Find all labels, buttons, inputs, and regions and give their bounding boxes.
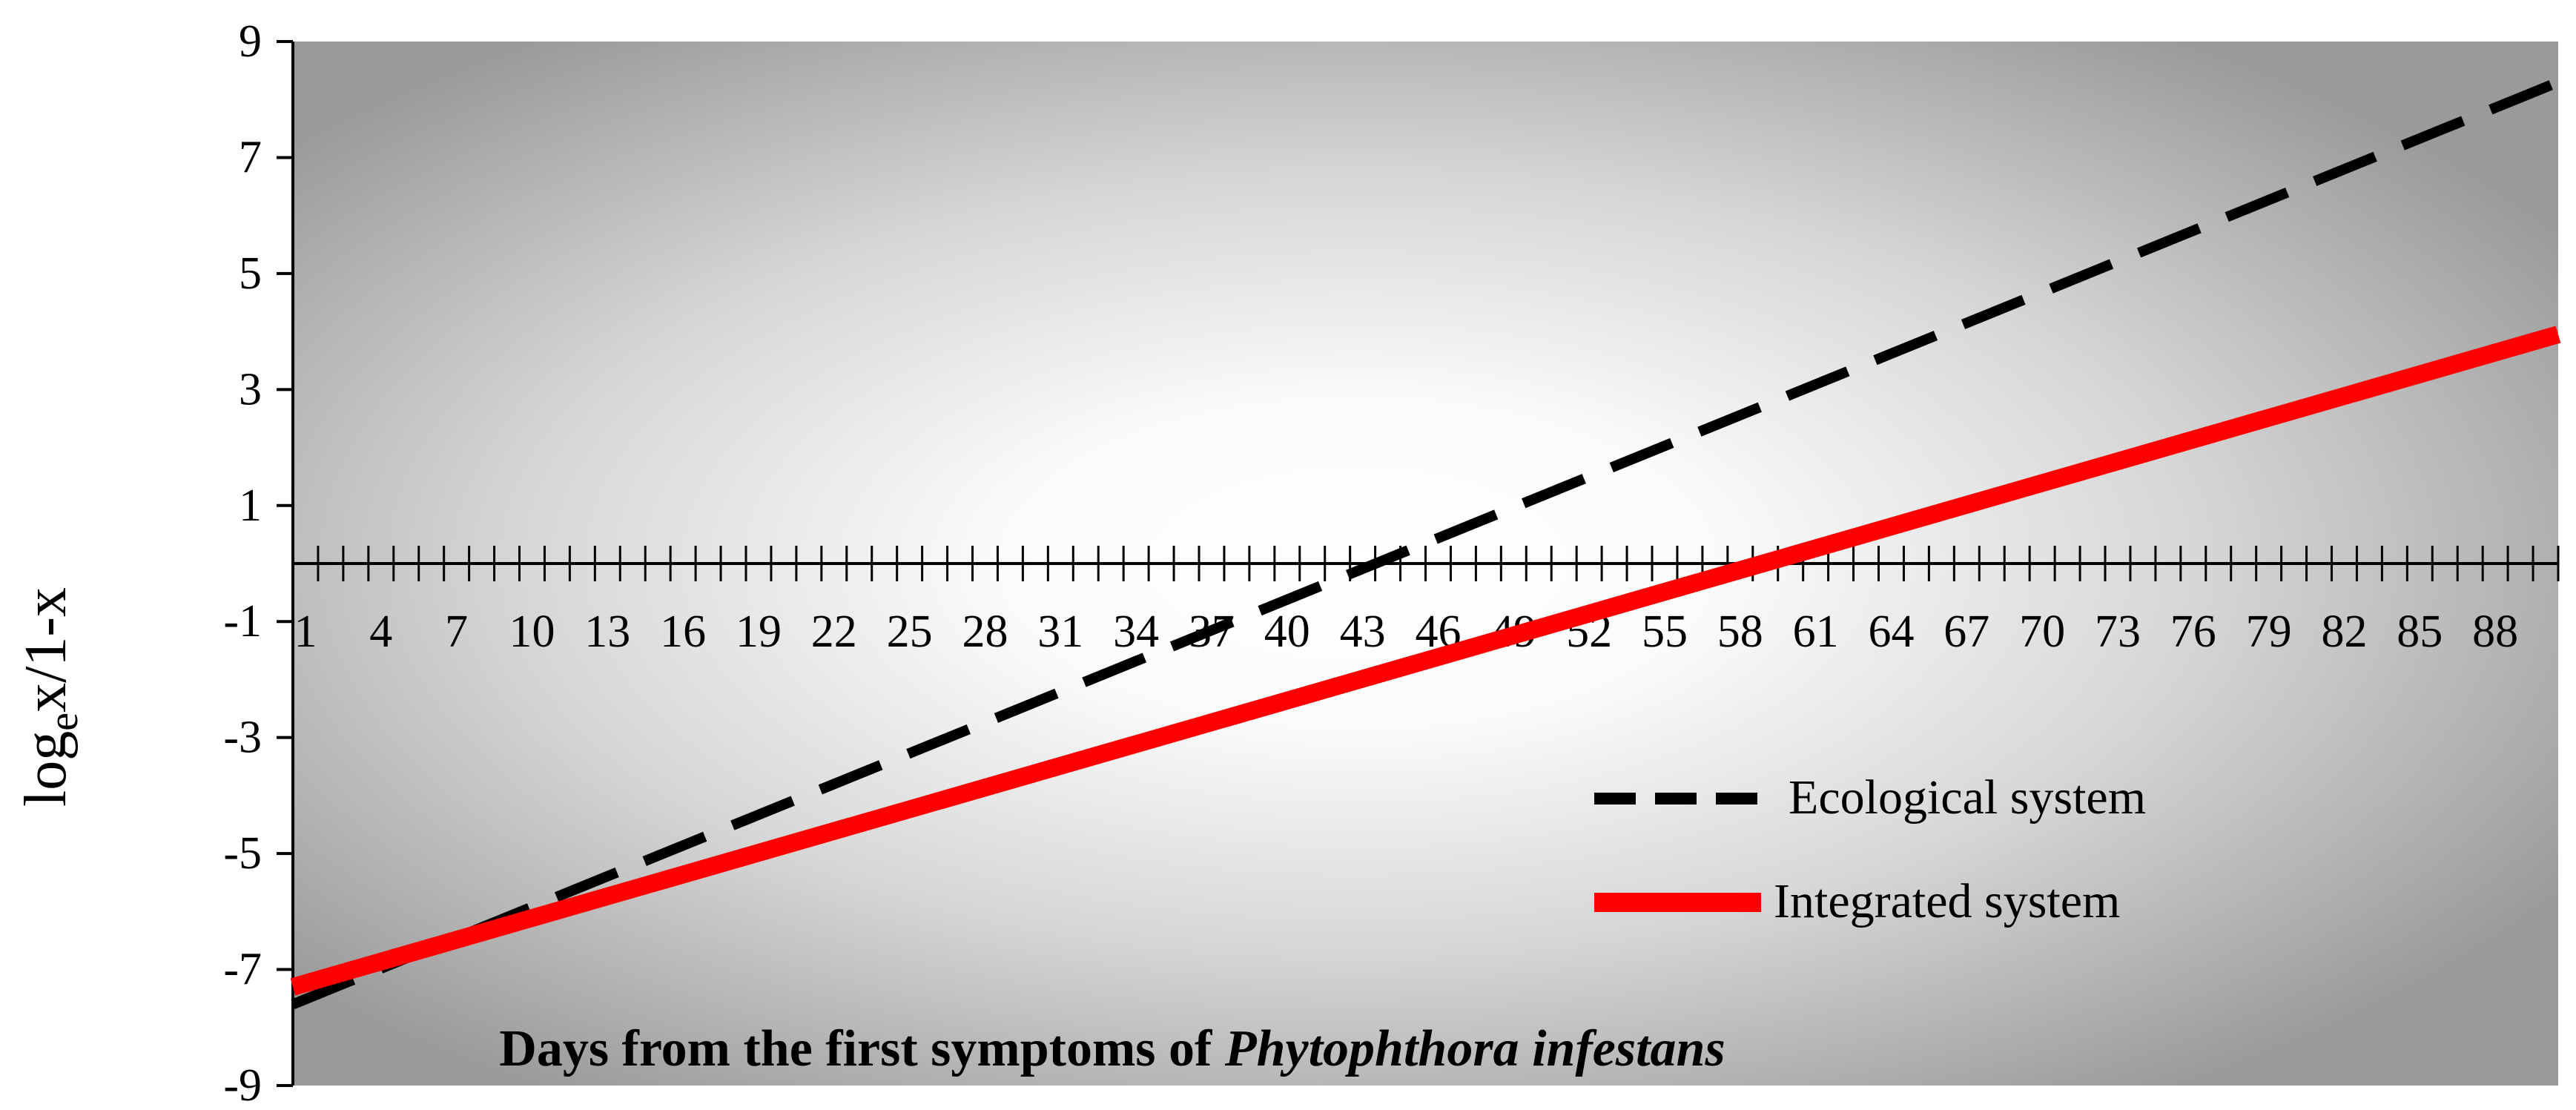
x-tick-label: 55	[1642, 607, 1688, 657]
x-axis-title-italic: Phytophthora infestans	[1224, 1020, 1725, 1077]
y-axis-title-subscript: e	[41, 713, 87, 731]
x-tick-label: 73	[2095, 607, 2141, 657]
x-tick-label: 10	[509, 607, 555, 657]
x-tick-label: 28	[962, 607, 1008, 657]
x-tick-label: 19	[736, 607, 782, 657]
x-tick-label: 16	[660, 607, 706, 657]
x-tick-label: 88	[2472, 607, 2518, 657]
y-tick-label: -9	[223, 1060, 262, 1110]
series-line-ecological-system	[291, 77, 2560, 1009]
y-tick-label: -7	[223, 945, 262, 995]
x-tick-label: 58	[1717, 607, 1763, 657]
x-tick-label: 7	[445, 607, 468, 657]
x-tick-label: 70	[2019, 607, 2065, 657]
x-tick-label: 40	[1264, 607, 1310, 657]
y-tick-label: 9	[239, 16, 262, 67]
x-tick-label: 1	[294, 607, 317, 657]
y-axis: 9 7 5 3 1 -1 -3 -5 -7 -9	[223, 16, 294, 1110]
x-tick-label: 13	[584, 607, 630, 657]
y-tick-label: 5	[239, 248, 262, 299]
y-tick-label: -5	[223, 828, 262, 879]
x-tick-label: 31	[1037, 607, 1083, 657]
y-tick-label: 3	[239, 364, 262, 414]
x-tick-label: 67	[1943, 607, 1989, 657]
x-tick-label: 79	[2246, 607, 2292, 657]
y-tick-label: 7	[239, 132, 262, 182]
y-axis-title-base: log	[13, 731, 79, 807]
y-axis-title: logex/1-x	[13, 587, 87, 807]
x-tick-label: 22	[811, 607, 857, 657]
x-tick-label: 82	[2321, 607, 2367, 657]
y-axis-title-rest: x/1-x	[13, 587, 79, 713]
x-tick-label: 85	[2397, 607, 2443, 657]
series-line-integrated-system	[290, 326, 2561, 996]
legend: Ecological system Integrated system	[1594, 770, 2146, 928]
legend-label-ecological: Ecological system	[1789, 770, 2146, 825]
legend-label-integrated: Integrated system	[1774, 874, 2120, 928]
series-layer	[290, 77, 2561, 1009]
y-tick-label: -3	[223, 713, 262, 763]
y-tick-label: -1	[223, 596, 262, 647]
x-axis-title-plain: Days from the first symptoms of	[499, 1020, 1225, 1077]
x-axis-title: Days from the first symptoms of Phytopht…	[499, 1020, 1725, 1077]
x-tick-label: 76	[2170, 607, 2216, 657]
x-tick-label: 4	[369, 607, 392, 657]
x-tick-label: 64	[1868, 607, 1914, 657]
x-tick-label: 43	[1340, 607, 1386, 657]
x-tick-label: 34	[1113, 607, 1159, 657]
x-tick-label: 25	[887, 607, 933, 657]
x-tick-label: 61	[1793, 607, 1839, 657]
y-tick-label: 1	[239, 480, 262, 531]
